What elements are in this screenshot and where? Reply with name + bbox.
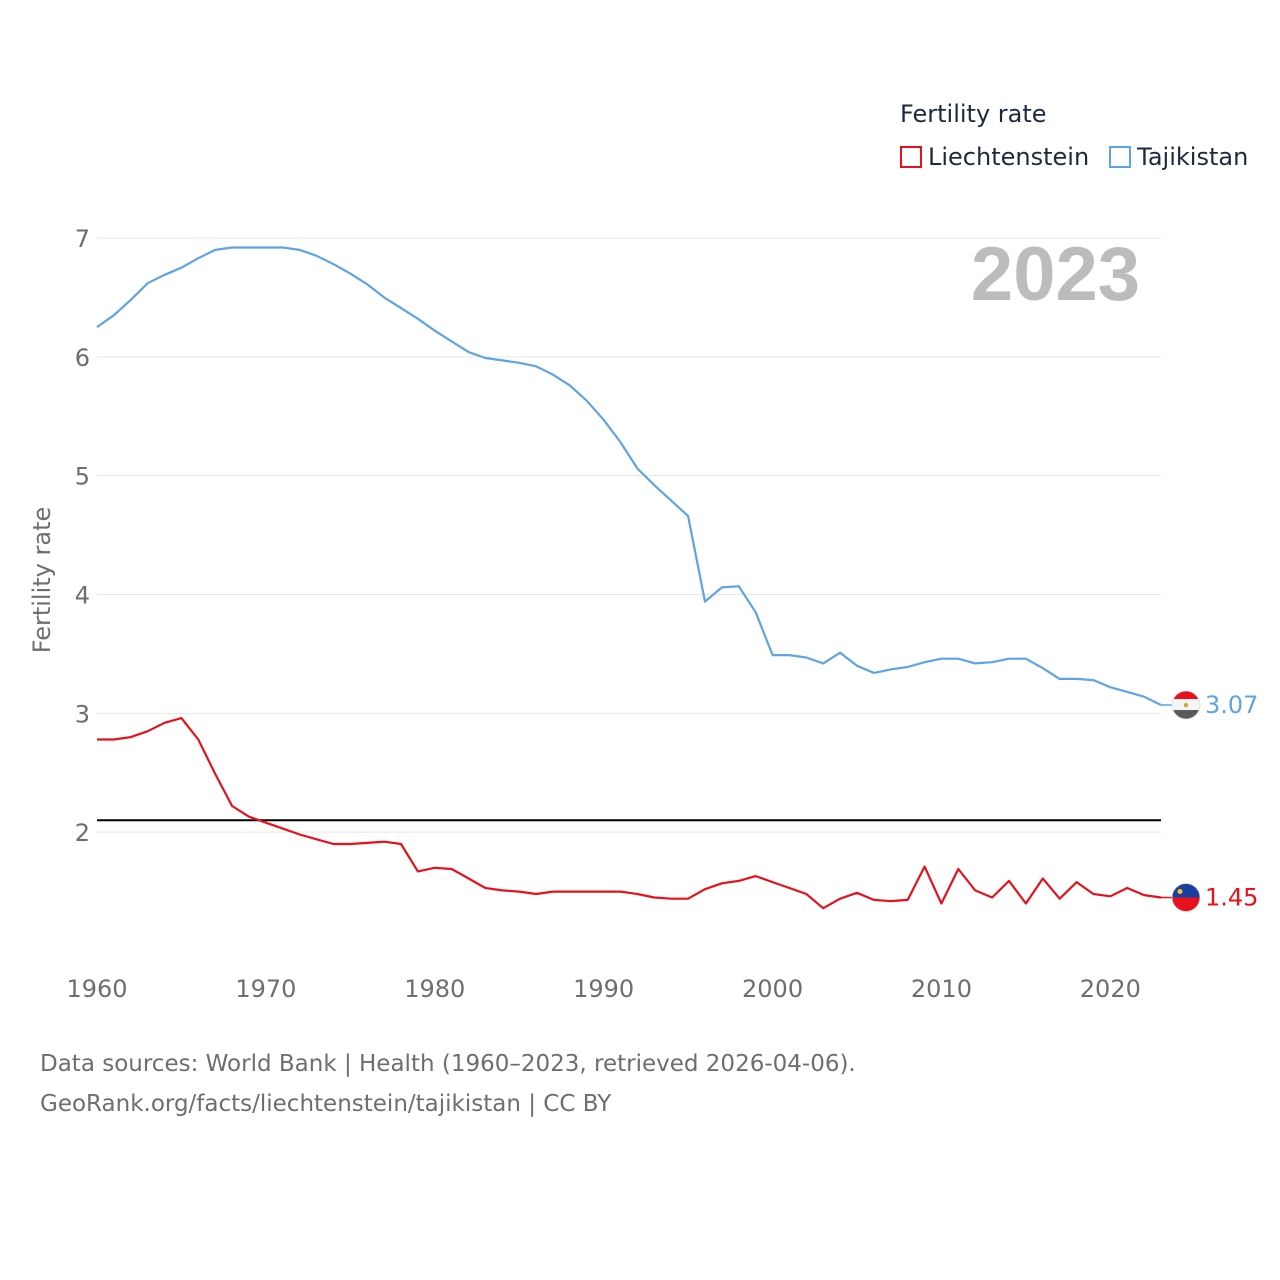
legend-label-liechtenstein: Liechtenstein: [928, 143, 1090, 171]
y-tick-label: 4: [75, 582, 90, 610]
y-axis-ticks: 2 3 4 5 6 7: [75, 225, 90, 847]
series-line-tajikistan[interactable]: [96, 246, 1162, 706]
x-tick-label: 2000: [742, 975, 803, 1003]
y-tick-label: 6: [75, 344, 90, 372]
end-value-label: 3.07: [1205, 691, 1258, 719]
y-axis-label: Fertility rate: [28, 507, 56, 654]
x-tick-label: 2020: [1080, 975, 1141, 1003]
flag-icon-liechtenstein: [1171, 883, 1201, 912]
x-tick-label: 1970: [235, 975, 296, 1003]
series-line-liechtenstein[interactable]: [97, 716, 1162, 910]
series-lines: [96, 246, 1162, 910]
x-tick-label: 1990: [573, 975, 634, 1003]
x-axis-ticks: 1960 1970 1980 1990 2000 2010 2020: [66, 975, 1140, 1003]
y-tick-label: 5: [75, 463, 90, 491]
legend-swatch-tajikistan: [1109, 146, 1132, 168]
legend-item-tajikistan[interactable]: Tajikistan: [1109, 143, 1248, 171]
legend-swatch-liechtenstein: [900, 146, 922, 168]
x-tick-label: 2010: [911, 975, 972, 1003]
y-tick-label: 2: [75, 819, 90, 847]
legend-title: Fertility rate: [900, 100, 1047, 128]
source-line: Data sources: World Bank | Health (1960–…: [40, 1051, 856, 1077]
attribution-line[interactable]: GeoRank.org/facts/liechtenstein/tajikist…: [40, 1091, 612, 1117]
end-value-label: 1.45: [1205, 884, 1258, 912]
x-tick-label: 1980: [404, 975, 465, 1003]
grid-lines: [97, 237, 1161, 833]
y-tick-label: 3: [75, 700, 90, 728]
legend-item-liechtenstein[interactable]: Liechtenstein: [900, 143, 1089, 171]
year-watermark: 2023: [971, 232, 1140, 317]
end-markers: 1.45 3.07: [1161, 690, 1258, 912]
y-tick-label: 7: [75, 225, 90, 253]
x-tick-label: 1960: [66, 975, 127, 1003]
legend: Liechtenstein Tajikistan: [900, 143, 1248, 171]
legend-label-tajikistan: Tajikistan: [1137, 143, 1249, 171]
flag-icon-tajikistan: [1171, 690, 1201, 720]
source-note: Data sources: World Bank | Health (1960–…: [40, 1044, 856, 1124]
